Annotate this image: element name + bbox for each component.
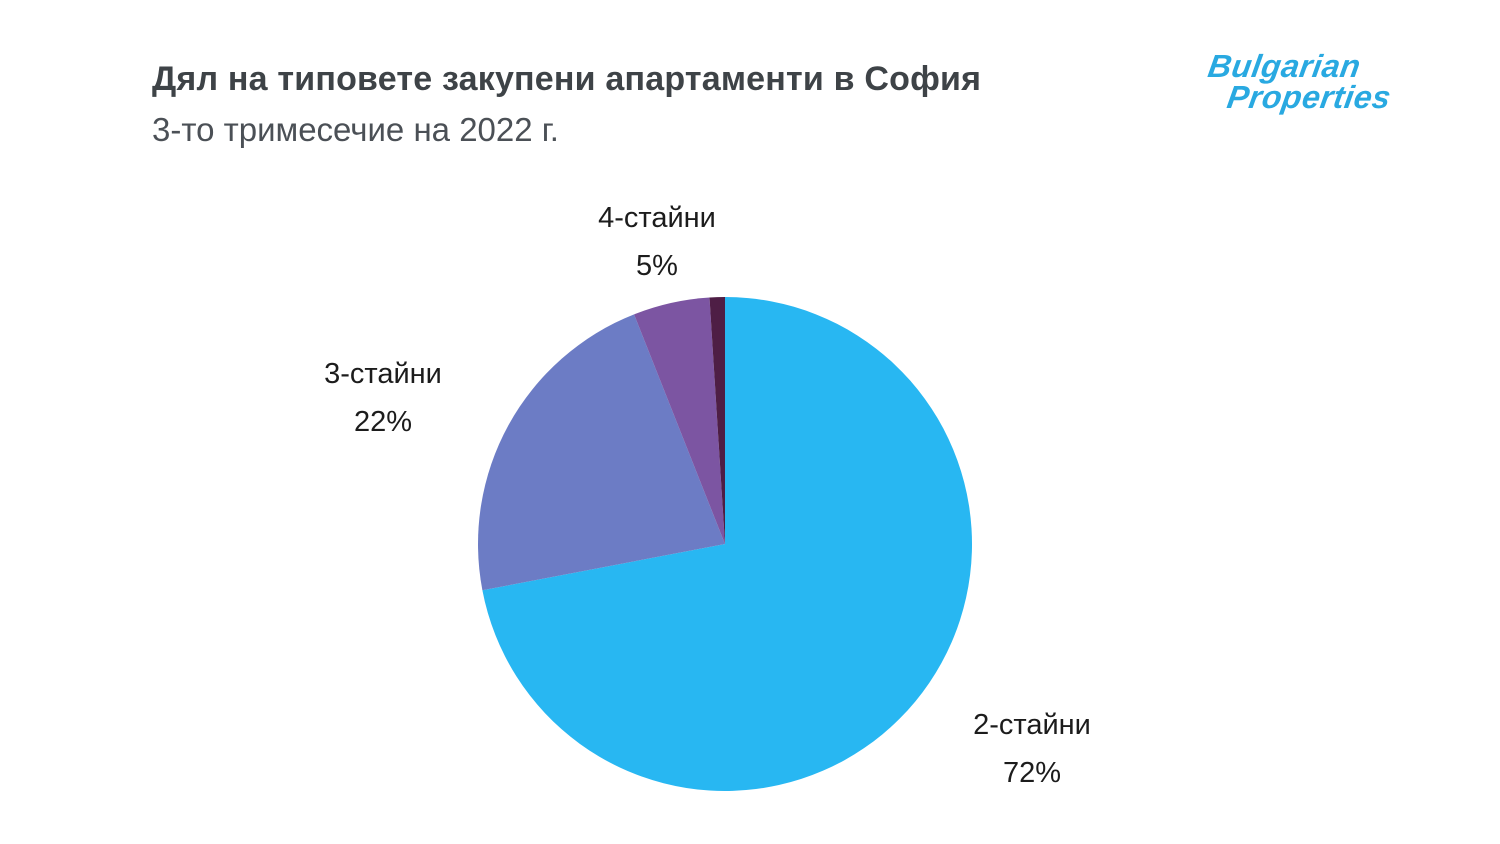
pie-label-2-rooms: 2-стайни 72% (907, 701, 1157, 797)
pie-slice-2-стайни (482, 297, 973, 791)
pie-slice-other (709, 297, 725, 544)
pie-chart (478, 297, 973, 791)
pie-slice-4-стайни (634, 297, 725, 544)
pie-slice-3-стайни (478, 314, 725, 591)
pie-label-3-rooms-name: 3-стайни (324, 358, 442, 390)
pie-label-2-rooms-value: 72% (1002, 757, 1062, 789)
pie-label-4-rooms-name: 4-стайни (598, 202, 716, 234)
pie-label-4-rooms: 4-стайни 5% (532, 194, 782, 290)
pie-label-4-rooms-value: 5% (636, 250, 678, 282)
chart-header: Дял на типовете закупени апартаменти в С… (152, 60, 981, 149)
pie-label-3-rooms-value: 22% (353, 406, 413, 438)
pie-label-2-rooms-name: 2-стайни (973, 709, 1091, 741)
pie-label-3-rooms: 3-стайни 22% (258, 350, 508, 446)
page-subtitle: 3-то тримесечие на 2022 г. (152, 111, 559, 148)
page-title: Дял на типовете закупени апартаменти в С… (152, 60, 982, 98)
